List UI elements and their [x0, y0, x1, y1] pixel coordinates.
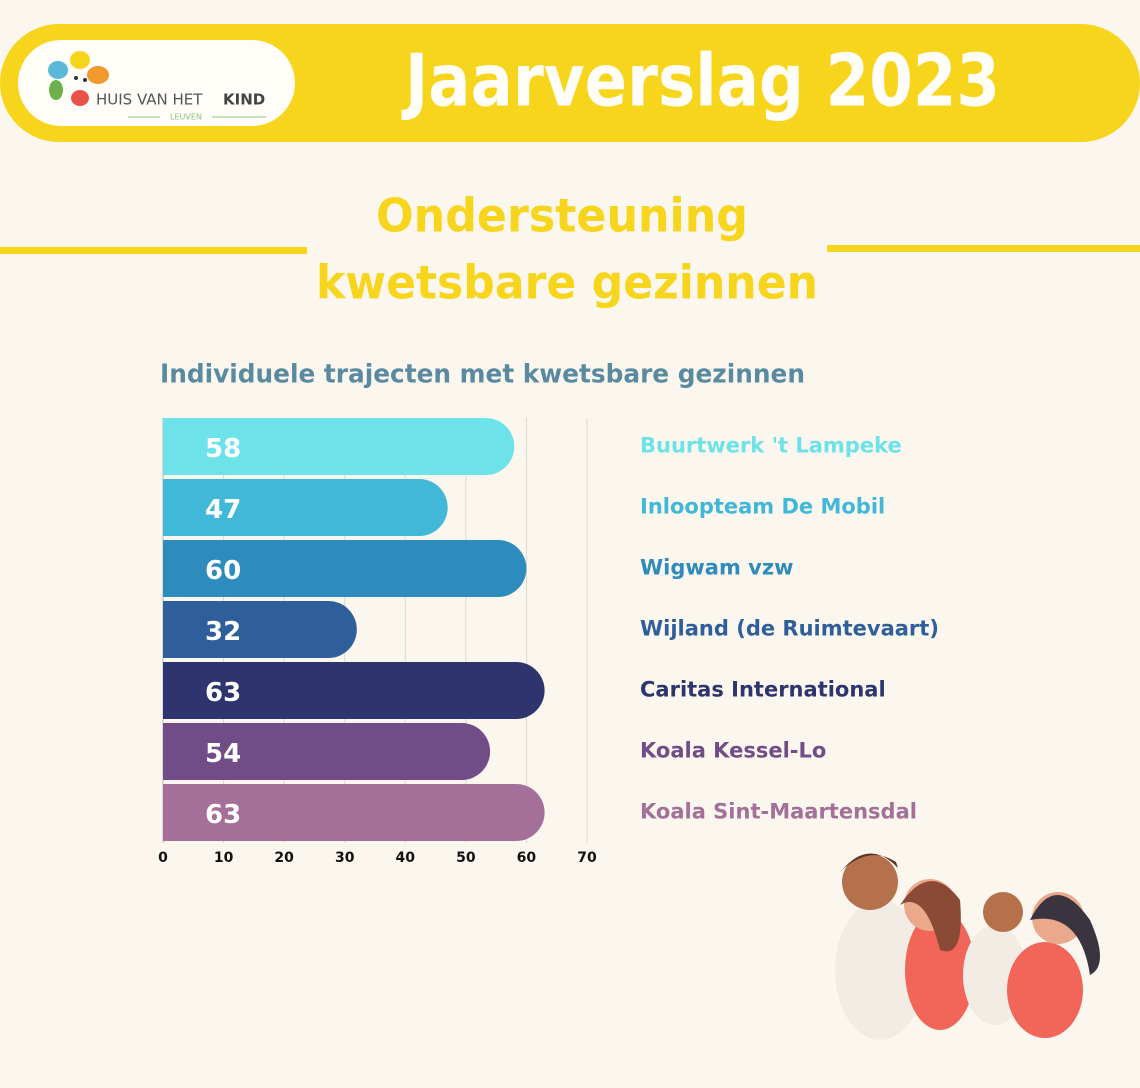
logo-name-bold: KIND [223, 91, 265, 109]
x-tick-label: 0 [158, 850, 168, 866]
value-label: 58 [205, 434, 241, 464]
header-bar [0, 24, 1140, 142]
bar [163, 723, 491, 780]
logo-name: HUIS VAN HET [96, 91, 203, 109]
logo-icon [48, 51, 109, 106]
legend-label: Inloopteam De Mobil [640, 495, 885, 519]
x-tick-label: 40 [396, 850, 416, 866]
value-label: 32 [205, 617, 241, 647]
legend-label: Koala Kessel-Lo [640, 739, 826, 763]
bar [163, 479, 448, 536]
value-label: 60 [205, 556, 241, 586]
section-title: kwetsbare gezinnen [316, 256, 818, 310]
bar [163, 662, 545, 719]
x-tick-label: 50 [456, 850, 476, 866]
bar [163, 540, 527, 597]
value-label: 63 [205, 678, 241, 708]
section-title: Ondersteuning [376, 189, 748, 243]
family-illustration [835, 853, 1100, 1040]
legend-label: Caritas International [640, 678, 886, 702]
x-tick-label: 20 [274, 850, 294, 866]
value-label: 63 [205, 800, 241, 830]
rule [827, 245, 1140, 252]
legend-label: Wijland (de Ruimtevaart) [640, 617, 939, 641]
legend-label: Koala Sint-Maartensdal [640, 800, 917, 824]
bar [163, 418, 515, 475]
bar [163, 784, 545, 841]
x-tick-label: 10 [214, 850, 234, 866]
bar [163, 601, 357, 658]
value-label: 54 [205, 739, 241, 769]
chart-title: Individuele trajecten met kwetsbare gezi… [160, 360, 805, 390]
legend-label: Wigwam vzw [640, 556, 793, 580]
x-tick-label: 60 [517, 850, 537, 866]
legend-label: Buurtwerk 't Lampeke [640, 434, 902, 458]
value-label: 47 [205, 495, 241, 525]
x-tick-label: 30 [335, 850, 355, 866]
rule [0, 247, 307, 254]
logo-place: LEUVEN [170, 113, 202, 122]
x-tick-label: 70 [577, 850, 597, 866]
page-title: Jaarverslag 2023 [401, 39, 1000, 123]
